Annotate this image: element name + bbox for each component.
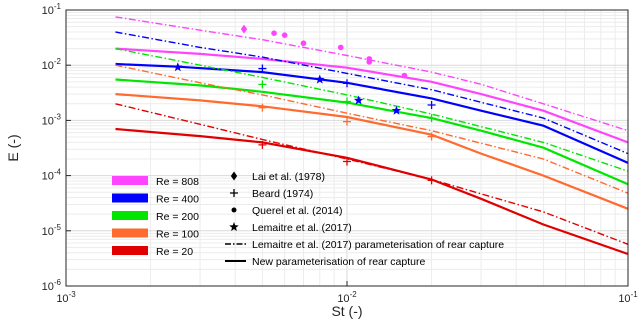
new-param-line-re100 <box>115 93 629 210</box>
lemaitre-point <box>353 95 364 105</box>
legend-label: Querel et al. (2014) <box>252 205 342 217</box>
legend-label: Lai et al. (1978) <box>252 171 325 183</box>
querel-point <box>300 40 307 47</box>
grid-layer <box>65 10 628 287</box>
tick-layer: 10-3 10-2 10-1 10-6 10-5 10-4 10-3 10-2 10-1 <box>42 2 639 305</box>
new-param-line-re400 <box>115 62 629 164</box>
x-tick-label: 10-1 <box>618 290 638 305</box>
y-tick-label: 10-5 <box>42 223 62 238</box>
lemaitre-point <box>173 62 183 72</box>
legend-label: Re = 400 <box>156 194 199 206</box>
legend-swatch <box>112 228 148 238</box>
new-param-line-re808 <box>115 47 629 144</box>
querel-point <box>366 59 373 65</box>
legend: Re = 808 Re = 400 Re = 200 Re = 100 Re = 20 L… <box>112 171 504 268</box>
y-tick-label: 10-3 <box>42 112 62 127</box>
lemaitre-param-line-re200 <box>115 47 629 172</box>
lemaitre-param-line-re808 <box>115 16 629 132</box>
y-tick-label: 10-1 <box>42 2 62 17</box>
legend-label: Re = 808 <box>156 176 199 188</box>
legend-label: Re = 200 <box>156 211 199 223</box>
new-param-line-re20 <box>115 127 629 256</box>
legend-swatch <box>112 246 148 255</box>
legend-label: Re = 20 <box>156 246 193 258</box>
beard-point <box>258 80 267 89</box>
querel-point <box>337 44 344 51</box>
legend-label: Lemaitre et al. (2017) parameterisation … <box>252 239 504 251</box>
x-tick-label: 10-2 <box>337 290 357 305</box>
beard-point <box>343 79 351 88</box>
lemaitre-param-line-re400 <box>115 31 629 155</box>
beard-point <box>427 114 436 123</box>
beard-point <box>258 140 267 149</box>
lemaitre-param-line-re20 <box>115 103 629 245</box>
y-tick-label: 10-6 <box>42 278 62 293</box>
beard-point <box>343 117 351 126</box>
querel-point <box>401 72 408 79</box>
beard-point <box>427 101 436 110</box>
new-param-line-re200 <box>115 78 629 186</box>
series-layer <box>115 16 629 256</box>
legend-plus-marker <box>230 189 238 197</box>
legend-star-marker <box>229 222 239 231</box>
points-layer <box>173 24 436 185</box>
lemaitre-param-line-re100 <box>115 64 629 194</box>
lemaitre-point <box>315 74 325 84</box>
beard-point <box>343 97 351 106</box>
beard-point <box>343 157 351 166</box>
legend-swatch <box>112 176 148 185</box>
legend-dot-marker <box>231 207 237 213</box>
legend-swatch <box>112 193 148 203</box>
y-tick-label: 10-4 <box>42 168 62 183</box>
querel-point <box>271 30 277 36</box>
x-axis-title: St (-) <box>331 303 362 319</box>
legend-label: New parameterisation of rear capture <box>252 256 425 268</box>
beard-point <box>258 64 267 73</box>
legend-label: Beard (1974) <box>252 188 313 200</box>
y-tick-label: 10-2 <box>42 57 62 72</box>
lai-point <box>240 24 248 34</box>
beard-point <box>427 176 436 185</box>
legend-swatch <box>112 211 148 220</box>
y-axis-title: E (-) <box>5 134 21 161</box>
beard-point <box>427 132 436 141</box>
lemaitre-point <box>391 105 402 115</box>
legend-label: Lemaitre et al. (2017) <box>252 222 352 234</box>
beard-point <box>258 103 267 112</box>
legend-diamond-marker <box>230 171 238 181</box>
legend-label: Re = 100 <box>156 229 199 241</box>
x-tick-label: 10-3 <box>56 290 76 305</box>
querel-point <box>281 32 288 38</box>
